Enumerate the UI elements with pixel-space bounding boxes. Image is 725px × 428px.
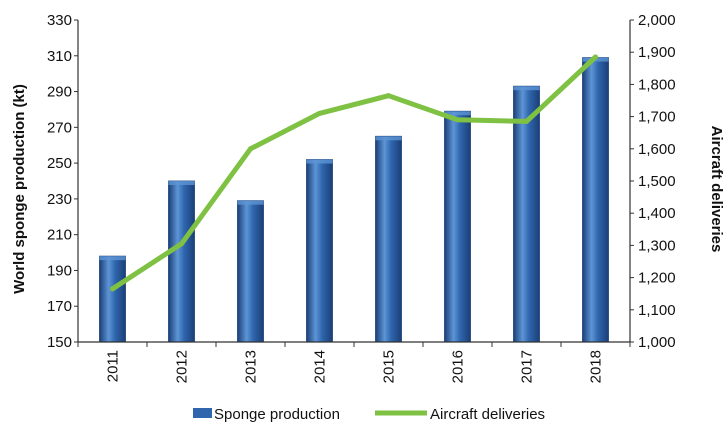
x-tick-label: 2017 [519, 350, 536, 383]
line-aircraft-deliveries [110, 54, 598, 292]
left-tick-label: 170 [47, 298, 72, 315]
right-axis-title: Aircraft deliveries [708, 126, 725, 253]
x-tick-label: 2015 [381, 350, 398, 383]
bar-top-highlight [237, 200, 264, 205]
left-tick-label: 290 [47, 84, 72, 101]
point-aircraft-deliveries [179, 241, 184, 247]
left-tick-label: 190 [47, 262, 72, 279]
left-tick-label: 310 [47, 48, 72, 65]
left-axis-title: World sponge production (kt) [11, 84, 28, 294]
point-aircraft-deliveries [524, 118, 529, 124]
right-tick-label: 1,200 [638, 270, 676, 287]
x-tick-label: 2011 [105, 350, 122, 382]
left-tick-label: 250 [47, 155, 72, 172]
legend-swatch-sponge-production [193, 408, 212, 418]
x-tick-label: 2018 [588, 350, 605, 383]
right-tick-label: 1,100 [638, 302, 676, 319]
point-aircraft-deliveries [317, 110, 322, 116]
right-tick-label: 1,600 [638, 141, 676, 158]
bar-sponge-production [237, 200, 264, 343]
sponge-production-bars [99, 57, 609, 343]
point-aircraft-deliveries [110, 286, 115, 292]
bar-sponge-production [582, 57, 609, 343]
x-tick-label: 2016 [450, 350, 467, 383]
bar-top-highlight [99, 256, 126, 261]
right-tick-label: 1,300 [638, 237, 676, 254]
bar-sponge-production [444, 110, 471, 343]
legend-label-sponge-production: Sponge production [214, 406, 340, 423]
right-tick-label: 1,000 [638, 334, 676, 351]
right-tick-label: 1,800 [638, 76, 676, 93]
bar-top-highlight [513, 86, 540, 91]
point-aircraft-deliveries [455, 117, 460, 123]
bar-top-highlight [306, 159, 333, 164]
aircraft-deliveries-line [110, 54, 598, 292]
left-tick-label: 150 [47, 334, 72, 351]
left-tick-label: 270 [47, 119, 72, 136]
right-tick-label: 2,000 [638, 12, 676, 29]
x-tick-label: 2014 [312, 350, 329, 383]
x-tick-label: 2013 [243, 350, 260, 383]
left-tick-label: 330 [47, 12, 72, 29]
left-tick-label: 230 [47, 191, 72, 208]
right-tick-label: 1,400 [638, 205, 676, 222]
right-axis-tick-labels: 1,000 1,100 1,200 1,300 1,400 1,500 1,600 1,700… [630, 12, 676, 351]
bar-sponge-production [375, 135, 402, 343]
legend: Sponge production Aircraft deliveries [193, 406, 545, 423]
x-tick-label: 2012 [174, 350, 191, 383]
point-aircraft-deliveries [386, 93, 391, 99]
bar-top-highlight [168, 181, 195, 185]
right-tick-label: 1,700 [638, 109, 676, 126]
point-aircraft-deliveries [593, 54, 598, 60]
bar-sponge-production [168, 180, 195, 343]
bar-sponge-production [306, 159, 333, 343]
axes [77, 20, 631, 347]
bar-sponge-production [513, 85, 540, 343]
point-aircraft-deliveries [248, 146, 253, 152]
right-tick-label: 1,500 [638, 173, 676, 190]
right-tick-label: 1,900 [638, 44, 676, 61]
legend-label-aircraft-deliveries: Aircraft deliveries [430, 406, 545, 423]
bar-sponge-production [99, 255, 126, 343]
left-axis-tick-labels: 150 170 190 210 230 250 270 290 310 330 [47, 12, 78, 351]
left-tick-label: 210 [47, 227, 72, 244]
bar-top-highlight [375, 136, 402, 141]
x-axis-tick-labels: 2011 2012 2013 2014 2015 2016 2017 2018 [105, 350, 605, 383]
bar-top-highlight [444, 111, 471, 116]
